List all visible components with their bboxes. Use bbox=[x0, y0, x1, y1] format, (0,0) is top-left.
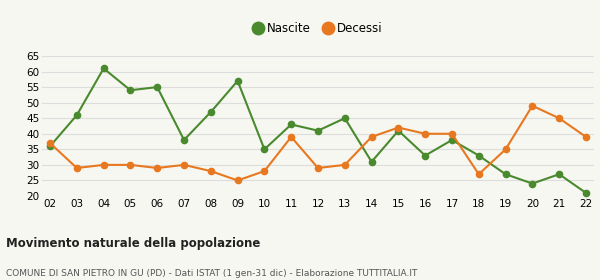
Decessi bbox=[341, 163, 349, 167]
Decessi bbox=[46, 141, 53, 145]
Decessi bbox=[475, 172, 482, 176]
Nascite bbox=[448, 138, 455, 142]
Decessi bbox=[127, 163, 134, 167]
Decessi bbox=[502, 148, 509, 151]
Nascite bbox=[556, 172, 563, 176]
Nascite bbox=[100, 67, 107, 70]
Nascite bbox=[368, 160, 375, 164]
Decessi bbox=[448, 132, 455, 136]
Nascite bbox=[207, 110, 214, 114]
Decessi bbox=[100, 163, 107, 167]
Nascite bbox=[422, 154, 429, 157]
Nascite bbox=[287, 123, 295, 126]
Nascite bbox=[127, 88, 134, 92]
Nascite bbox=[583, 191, 590, 195]
Decessi bbox=[207, 169, 214, 173]
Decessi bbox=[314, 166, 322, 170]
Nascite bbox=[154, 85, 161, 89]
Decessi bbox=[583, 135, 590, 139]
Legend: Nascite, Decessi: Nascite, Decessi bbox=[248, 17, 388, 39]
Decessi bbox=[422, 132, 429, 136]
Nascite bbox=[475, 154, 482, 157]
Decessi bbox=[73, 166, 80, 170]
Nascite bbox=[314, 129, 322, 132]
Decessi bbox=[556, 116, 563, 120]
Decessi bbox=[368, 135, 375, 139]
Decessi bbox=[395, 126, 402, 129]
Nascite bbox=[502, 172, 509, 176]
Nascite bbox=[529, 182, 536, 185]
Nascite bbox=[181, 138, 188, 142]
Text: Movimento naturale della popolazione: Movimento naturale della popolazione bbox=[6, 237, 260, 249]
Decessi bbox=[287, 135, 295, 139]
Nascite bbox=[46, 144, 53, 148]
Decessi bbox=[154, 166, 161, 170]
Nascite bbox=[341, 116, 349, 120]
Decessi bbox=[261, 169, 268, 173]
Nascite bbox=[261, 148, 268, 151]
Nascite bbox=[234, 79, 241, 83]
Decessi bbox=[234, 179, 241, 182]
Line: Decessi: Decessi bbox=[47, 103, 589, 184]
Nascite bbox=[395, 129, 402, 132]
Nascite bbox=[73, 113, 80, 117]
Line: Nascite: Nascite bbox=[47, 65, 589, 196]
Decessi bbox=[181, 163, 188, 167]
Text: COMUNE DI SAN PIETRO IN GU (PD) - Dati ISTAT (1 gen-31 dic) - Elaborazione TUTTI: COMUNE DI SAN PIETRO IN GU (PD) - Dati I… bbox=[6, 269, 418, 278]
Decessi bbox=[529, 104, 536, 108]
